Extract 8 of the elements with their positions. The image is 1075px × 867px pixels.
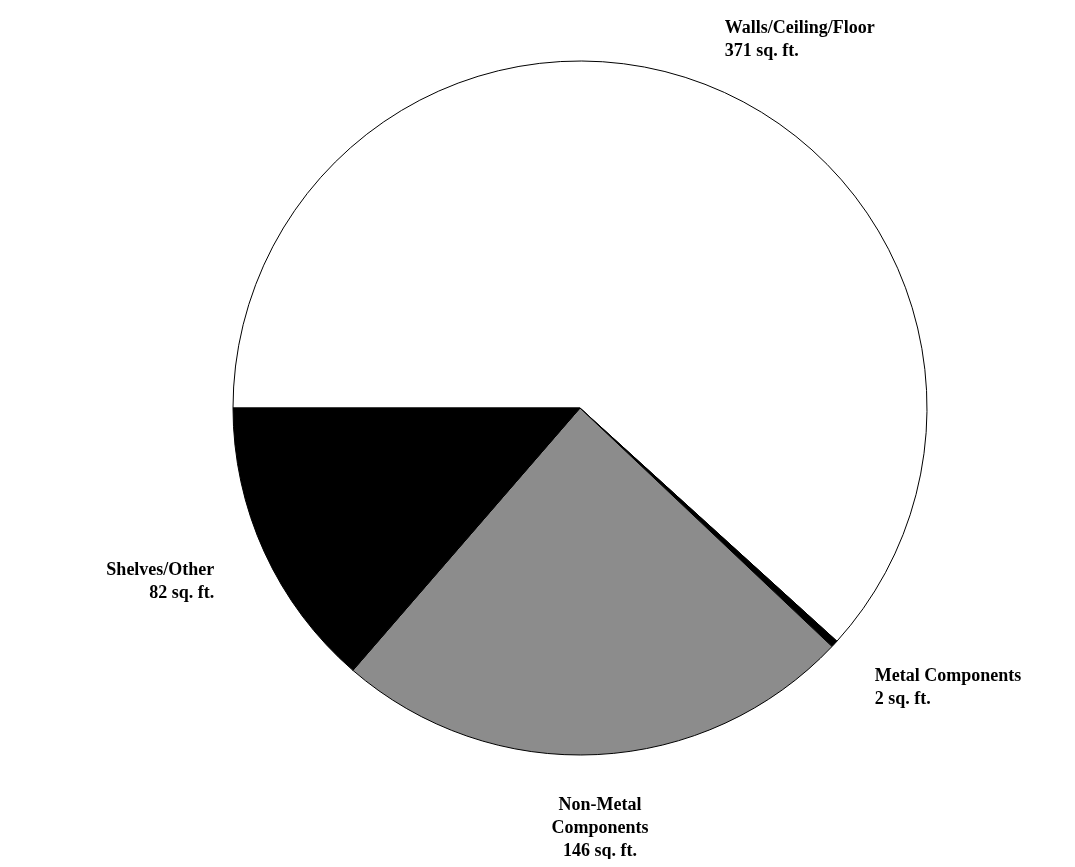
data-label: 2 sq. ft. (874, 688, 931, 709)
slice-label: Non-Metal Components (551, 793, 649, 837)
slice-label: Metal Components (874, 665, 1022, 686)
slice-label: Walls/Ceiling/Floor (724, 16, 875, 37)
data-label: 146 sq. ft. (562, 839, 637, 860)
data-label: 371 sq. ft. (724, 39, 799, 60)
data-label: 82 sq. ft. (149, 582, 215, 603)
slice-label: Shelves/Other (106, 559, 215, 580)
